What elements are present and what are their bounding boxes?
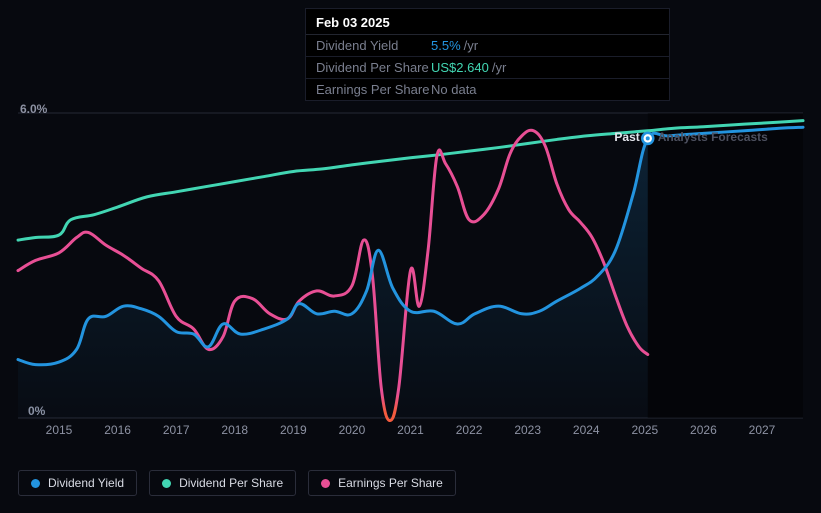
legend-item-dividend-per-share[interactable]: Dividend Per Share bbox=[149, 470, 296, 496]
legend-dot bbox=[162, 479, 171, 488]
tooltip-date: Feb 03 2025 bbox=[306, 9, 669, 35]
legend-dot bbox=[321, 479, 330, 488]
tooltip-label: Earnings Per Share bbox=[316, 82, 431, 97]
legend-item-earnings-per-share[interactable]: Earnings Per Share bbox=[308, 470, 456, 496]
svg-text:2015: 2015 bbox=[46, 423, 73, 437]
tooltip-row: Dividend Per ShareUS$2.640/yr bbox=[306, 57, 669, 79]
chart-tooltip: Feb 03 2025 Dividend Yield5.5%/yrDividen… bbox=[305, 8, 670, 101]
svg-text:2017: 2017 bbox=[163, 423, 190, 437]
svg-text:2020: 2020 bbox=[339, 423, 366, 437]
tooltip-value: No data bbox=[431, 82, 477, 97]
tooltip-value: 5.5% bbox=[431, 38, 461, 53]
svg-text:Analysts Forecasts: Analysts Forecasts bbox=[658, 130, 768, 144]
tooltip-row: Dividend Yield5.5%/yr bbox=[306, 35, 669, 57]
svg-text:6.0%: 6.0% bbox=[20, 102, 48, 116]
tooltip-label: Dividend Yield bbox=[316, 38, 431, 53]
tooltip-row: Earnings Per ShareNo data bbox=[306, 79, 669, 100]
svg-text:2016: 2016 bbox=[104, 423, 131, 437]
svg-text:Past: Past bbox=[614, 130, 639, 144]
svg-text:2021: 2021 bbox=[397, 423, 424, 437]
svg-text:2018: 2018 bbox=[221, 423, 248, 437]
legend-item-dividend-yield[interactable]: Dividend Yield bbox=[18, 470, 137, 496]
svg-text:2027: 2027 bbox=[749, 423, 776, 437]
tooltip-unit: /yr bbox=[464, 38, 478, 53]
tooltip-label: Dividend Per Share bbox=[316, 60, 431, 75]
legend-label: Dividend Yield bbox=[48, 476, 124, 490]
legend-label: Dividend Per Share bbox=[179, 476, 283, 490]
chart-legend: Dividend Yield Dividend Per Share Earnings… bbox=[18, 470, 456, 496]
legend-dot bbox=[31, 479, 40, 488]
svg-text:2019: 2019 bbox=[280, 423, 307, 437]
svg-text:2022: 2022 bbox=[456, 423, 483, 437]
legend-label: Earnings Per Share bbox=[338, 476, 443, 490]
tooltip-unit: /yr bbox=[492, 60, 506, 75]
svg-text:2023: 2023 bbox=[514, 423, 541, 437]
svg-text:2024: 2024 bbox=[573, 423, 600, 437]
tooltip-value: US$2.640 bbox=[431, 60, 489, 75]
svg-text:2026: 2026 bbox=[690, 423, 717, 437]
svg-text:2025: 2025 bbox=[631, 423, 658, 437]
